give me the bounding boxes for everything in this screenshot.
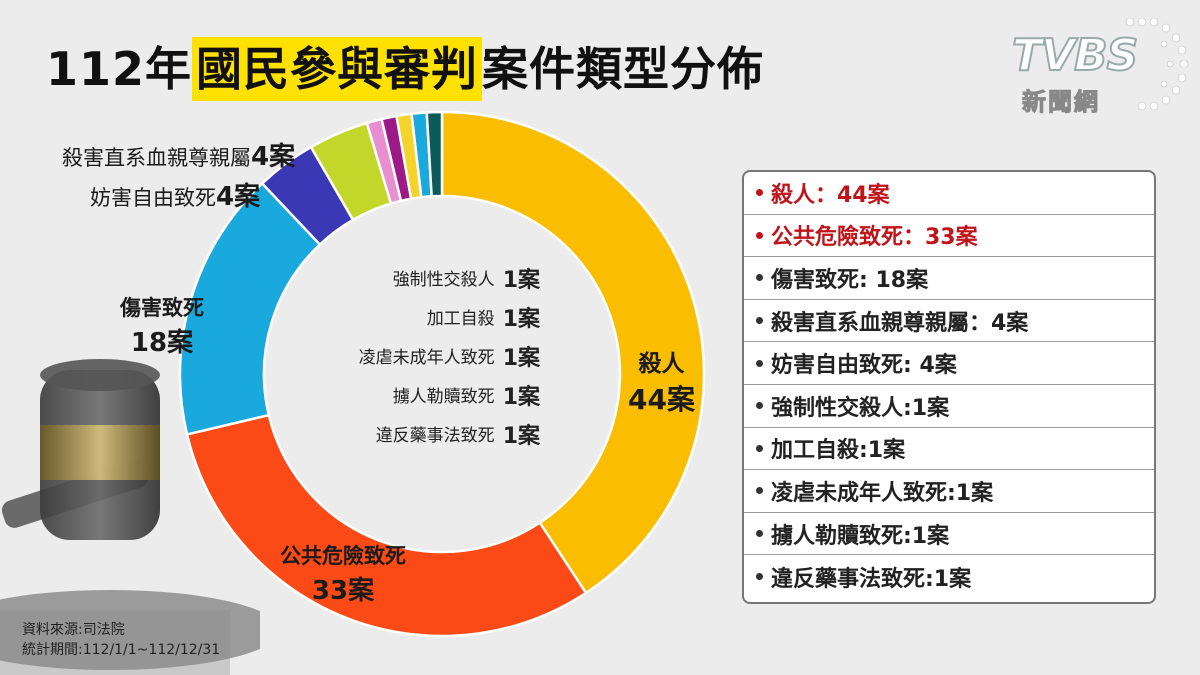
legend-item: 公共危險致死：33案 xyxy=(744,215,1154,258)
bullet-icon xyxy=(756,317,763,325)
label-freedom-name: 妨害自由致死 xyxy=(90,186,216,210)
legend-item-text: 傷害致死: 18案 xyxy=(771,267,929,293)
label-public-danger: 公共危險致死 33案 xyxy=(280,540,406,607)
bullet-icon xyxy=(756,359,763,367)
label-kill-ascendant-count: 4案 xyxy=(251,142,296,172)
label-injury-count: 18案 xyxy=(130,328,194,358)
gavel-illustration xyxy=(0,359,260,675)
inner-row-count: 1案 xyxy=(502,306,540,332)
label-injury-name: 傷害致死 xyxy=(120,296,204,320)
source-line: 資料來源:司法院 xyxy=(22,622,125,638)
donut-slice-2 xyxy=(185,413,588,638)
bullet-icon xyxy=(756,274,763,282)
logo-brand: TVBS xyxy=(1011,30,1139,81)
legend-item: 傷害致死: 18案 xyxy=(744,257,1154,300)
label-public-danger-count: 33案 xyxy=(311,576,375,606)
bullet-icon xyxy=(756,231,763,239)
donut-slice-1 xyxy=(440,110,706,595)
inner-row-count: 1案 xyxy=(502,345,540,371)
period-line: 統計期間:112/1/1~112/12/31 xyxy=(22,642,221,658)
donut-slice-10 xyxy=(425,110,444,198)
inner-row-name: 強制性交殺人 xyxy=(392,270,495,290)
title-year: 112年 xyxy=(46,42,193,96)
legend-item: 妨害自由致死: 4案 xyxy=(744,342,1154,385)
label-freedom: 妨害自由致死4案 xyxy=(90,176,260,213)
legend-item-text: 凌虐未成年人致死:1案 xyxy=(771,480,994,506)
bullet-icon xyxy=(756,530,763,538)
legend-item-text: 殺害直系血親尊親屬：4案 xyxy=(771,310,1029,336)
logo-dots-icon xyxy=(1125,17,1189,111)
label-public-danger-name: 公共危險致死 xyxy=(280,544,406,568)
label-murder-count: 44案 xyxy=(628,383,695,416)
legend-item: 違反藥事法致死:1案 xyxy=(744,555,1154,598)
legend-item-text: 妨害自由致死: 4案 xyxy=(771,353,957,379)
legend-item-text: 強制性交殺人:1案 xyxy=(771,395,950,421)
inner-row: 凌虐未成年人致死 1案 xyxy=(300,336,540,375)
inner-row-count: 1案 xyxy=(502,267,540,293)
bullet-icon xyxy=(756,402,763,410)
tvbs-logo: TVBS 新聞網 xyxy=(1008,14,1189,117)
label-freedom-count: 4案 xyxy=(216,182,261,212)
bullet-icon xyxy=(756,487,763,495)
label-kill-ascendant: 殺害直系血親尊親屬4案 xyxy=(62,136,295,173)
inner-row: 擄人勒贖致死 1案 xyxy=(300,375,540,414)
label-kill-ascendant-name: 殺害直系血親尊親屬 xyxy=(62,146,251,170)
legend-item-text: 加工自殺:1案 xyxy=(771,438,906,464)
inner-row: 違反藥事法致死 1案 xyxy=(300,414,540,453)
bullet-icon xyxy=(756,444,763,452)
logo-sub: 新聞網 xyxy=(1022,88,1100,117)
title-rest: 案件類型分佈 xyxy=(482,42,765,96)
legend-item: 凌虐未成年人致死:1案 xyxy=(744,470,1154,513)
legend-item-text: 擄人勒贖致死:1案 xyxy=(771,523,950,549)
inner-row: 強制性交殺人 1案 xyxy=(300,258,540,297)
legend-item: 擄人勒贖致死:1案 xyxy=(744,513,1154,556)
legend-item-text: 殺人：44案 xyxy=(771,182,890,208)
page-title: 112年 國民參與審判 案件類型分佈 xyxy=(46,34,764,104)
source-note: 資料來源:司法院 統計期間:112/1/1~112/12/31 xyxy=(22,620,220,660)
label-murder-name: 殺人 xyxy=(638,351,685,377)
inner-row-count: 1案 xyxy=(502,423,540,449)
bullet-icon xyxy=(756,189,763,197)
inner-row-count: 1案 xyxy=(502,384,540,410)
legend-panel: 殺人：44案 公共危險致死：33案 傷害致死: 18案 殺害直系血親尊親屬：4案… xyxy=(742,170,1156,604)
title-highlight: 國民參與審判 xyxy=(192,37,483,101)
label-murder: 殺人 44案 xyxy=(628,344,695,418)
bullet-icon xyxy=(756,573,763,581)
label-injury: 傷害致死 18案 xyxy=(120,292,204,359)
inner-row-name: 擄人勒贖致死 xyxy=(392,387,495,407)
inner-row: 加工自殺 1案 xyxy=(300,297,540,336)
legend-item: 殺人：44案 xyxy=(744,172,1154,215)
inner-row-name: 凌虐未成年人致死 xyxy=(358,348,495,368)
legend-item-text: 違反藥事法致死:1案 xyxy=(771,566,972,592)
legend-item: 加工自殺:1案 xyxy=(744,428,1154,471)
legend-item: 殺害直系血親尊親屬：4案 xyxy=(744,300,1154,343)
legend-item: 強制性交殺人:1案 xyxy=(744,385,1154,428)
inner-small-categories: 強制性交殺人 1案 加工自殺 1案 凌虐未成年人致死 1案 擄人勒贖致死 1案 … xyxy=(300,258,540,453)
legend-item-text: 公共危險致死：33案 xyxy=(771,225,978,251)
inner-row-name: 違反藥事法致死 xyxy=(375,426,495,446)
inner-row-name: 加工自殺 xyxy=(426,309,495,329)
